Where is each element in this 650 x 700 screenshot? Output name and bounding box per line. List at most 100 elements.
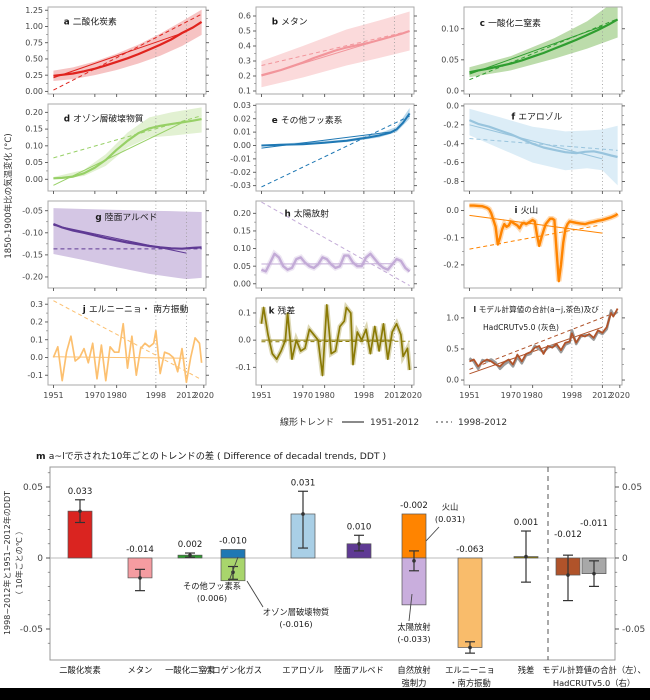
panel-border [47,103,207,192]
x-tick-label: 1970 [85,391,105,400]
panel-c-plot [469,7,619,94]
panel-border [463,297,623,386]
series-line-火山 [469,204,619,283]
category-label: メタン [128,665,153,675]
bar-一酸化二窒素: 0.002 [177,540,203,559]
y-tick-label: 0.1 [30,335,43,344]
panel-d-plot [53,104,202,191]
bar-value-label: -0.014 [126,545,154,555]
central-estimate-dot [592,571,596,576]
trend-1951-2012 [53,120,187,186]
trend-1998-2012 [261,115,410,188]
category-label: HadCRUTv5.0（右） [553,678,635,688]
y-tick-label: -0.1 [235,363,251,372]
trend-legend: 線形トレンド 1951-2012 1998-2012 [280,416,507,428]
uncertainty-band [469,7,618,78]
panel-border [255,103,415,192]
m-y-axis-label-1: 1998~2012年と1951~2012年のDDT [2,491,12,635]
x-tick-label: 1998 [562,391,582,400]
m-y-tick-left: 0 [37,554,43,564]
panel-title-f: f エアロゾル [511,112,562,123]
panel-a-plot [53,7,203,94]
category-label: エアロゾル [282,665,324,675]
y-tick-label: 0.05 [25,158,43,167]
m-y-tick-right: -0.05 [622,625,645,635]
trend-1951-2012 [53,31,187,79]
annotation-text: オゾン層破壊物質 [263,607,329,617]
bar-自然放射: -0.002 [400,501,428,606]
annotation-オゾン層破壊物質: オゾン層破壊物質 (-0.016) [246,580,329,629]
panel-title-c: c 一酸化二窒素 [480,17,541,29]
panel-b: 0.1 0.2 0.3 0.4 0.5 0.6 b メタン [238,6,417,97]
bar-メタン: -0.014 [126,545,154,592]
central-estimate-dot [412,559,416,563]
x-tick-label: 1951 [43,391,63,400]
panel-e: 0.03 0.02 0.01 0.00 -0.01 -0.02 -0.03 e その他フッ素系 [230,101,417,194]
y-tick-label: 0.15 [233,227,251,236]
x-tick-label: 1970 [501,391,521,400]
legend-solid-label: 1951-2012 [370,418,419,428]
y-tick-label: 0.0 [446,376,459,385]
y-tick-label: 0.05 [233,262,251,271]
y-tick-label: -0.15 [22,250,43,259]
series-line-陸面アルベド [52,222,202,250]
x-tick-label: 1951 [251,391,271,400]
series-line-HadCRUTv5.0 [468,309,619,371]
bar-col-10: -0.011 [580,519,608,588]
panel-e-plot [261,104,411,191]
y-tick-label: 1.25 [25,6,43,15]
bar-value-label: 0.033 [68,487,93,497]
annotation-leader-line [408,593,413,622]
panel-title-i: i 火山 [515,205,539,216]
bar-エアロゾル: 0.031 [290,478,316,559]
trend-1998-2012 [261,30,410,66]
y-tick-label: 0.0 [30,353,43,362]
panel-f: 0.0 -0.2 -0.4 -0.6 -0.8 f エアロゾル [443,101,625,194]
y-tick-label: 0.5 [446,345,459,354]
y-tick-label: 0.00 [25,175,43,184]
bar-value-label: -0.063 [456,545,484,555]
category-label: ・南方振動 [449,678,491,688]
panel-title-j: j エルニーニョ・ 南方振動 [82,303,189,315]
category-label: ハロゲン化ガス [204,665,262,675]
annotation-火山: 火山 (0.031) [425,502,465,542]
y-tick-label: 0.50 [25,55,43,64]
x-tick-label: 1951 [459,391,479,400]
y-tick-label: 0.00 [233,141,251,150]
category-label: 一酸化二窒素 [165,665,215,675]
panel-title-e: e その他フッ素系 [272,114,343,126]
series-line-メタン [261,29,410,77]
panel-title-l-line2: HadCRUTv5.0 (灰色) [483,322,559,332]
panel-title-b: b メタン [272,16,308,27]
panel-a: 0.00 0.25 0.50 0.75 1.00 1.25 a 二酸化炭素 [25,6,209,97]
panel-f-plot [468,104,618,191]
panel-title-h: h 太陽放射 [284,208,329,220]
panel-title-g: g 陸面アルベド [95,211,157,223]
panel-j: -0.1 0.0 0.1 0.2 0.3 1951 1970 1980 1998 20122020… [27,297,214,400]
series-line-二酸化炭素 [53,20,203,77]
x-tick-label: 2012 [384,391,404,400]
bar-value-label: -0.011 [580,519,608,529]
trend-1998-2012 [469,18,618,81]
y-tick-label: -0.2 [443,120,459,129]
panel-border [463,103,623,192]
bar-value-label: 0.010 [347,522,372,532]
annotation-leader-line [425,526,440,542]
y-tick-label: 0.25 [25,71,43,80]
panel-g: -0.05 -0.10 -0.15 -0.20 g 陸面アルベド [22,200,209,291]
y-tick-label: 0.2 [30,318,43,327]
y-tick-label: 0.1 [238,309,251,318]
x-tick-label: 1998 [146,391,166,400]
y-tick-label: 0.03 [233,101,251,110]
uncertainty-band [53,9,202,82]
x-tick-label: 2020 [194,391,214,400]
category-label: 残差 [518,665,535,675]
x-tick-label: 1980 [522,391,542,400]
annotation-太陽放射: 太陽放射 (-0.033) [397,593,431,644]
y-tick-label: -0.4 [443,139,459,148]
bar-モデル計算値の合計（左）、: -0.012 [554,530,582,602]
panel-border [255,297,415,386]
m-y-axis-label-2: （ 10年ごとの℃ ） [14,527,24,599]
